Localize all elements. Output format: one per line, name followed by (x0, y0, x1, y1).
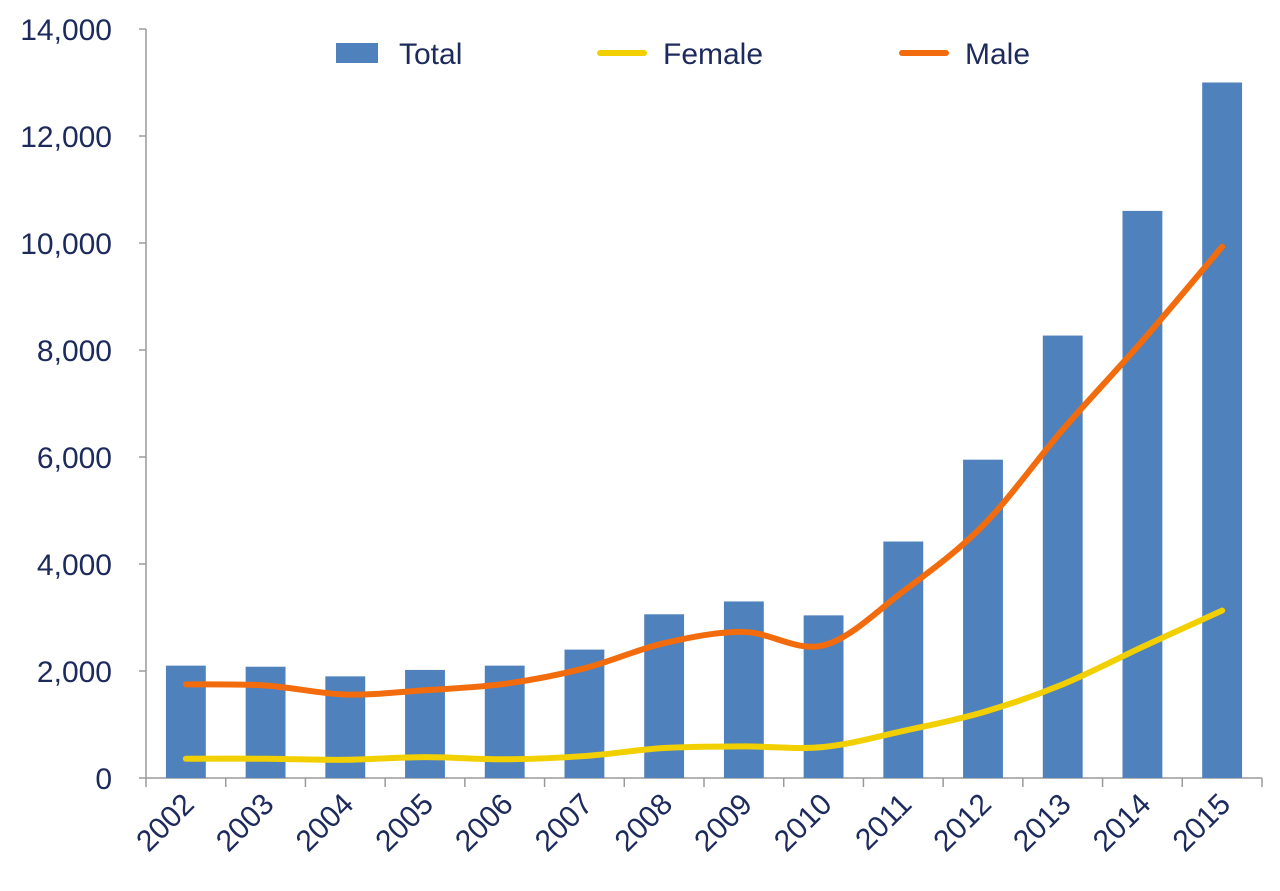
x-tick-label: 2004 (290, 788, 361, 859)
bar-total-2009 (723, 601, 764, 778)
y-tick-label: 4,000 (37, 549, 112, 582)
bar-total-2005 (405, 669, 445, 778)
x-tick-label: 2005 (369, 788, 440, 859)
legend-label-total: Total (399, 38, 462, 71)
x-tick-label: 2002 (130, 788, 201, 859)
y-tick-label: 2,000 (37, 656, 112, 689)
lines (182, 243, 1226, 763)
x-tick-label: 2010 (768, 788, 839, 859)
x-tick-label: 2015 (1167, 788, 1238, 859)
bar-total-2011 (883, 541, 924, 778)
x-tick-label: 2013 (1007, 788, 1078, 859)
legend-label-male: Male (965, 38, 1030, 71)
x-tick-label: 2007 (529, 788, 600, 859)
x-tick-label: 2008 (609, 788, 680, 859)
y-tick-label: 8,000 (37, 335, 112, 368)
x-tick-label: 2003 (210, 788, 281, 859)
y-tick-label: 14,000 (20, 14, 112, 47)
bar-total-2013 (1042, 335, 1083, 778)
x-tick-label: 2011 (849, 788, 918, 857)
bar-total-2015 (1202, 82, 1243, 778)
y-tick-label: 10,000 (20, 228, 112, 261)
x-tick-label: 2014 (1087, 788, 1158, 859)
y-tick-label: 0 (95, 763, 112, 796)
y-tick-label: 12,000 (20, 121, 112, 154)
bar-total-2014 (1122, 210, 1163, 778)
x-tick-label: 2012 (927, 788, 998, 859)
x-tick-label: 2009 (688, 788, 759, 859)
legend: Total Female Male (336, 38, 1030, 71)
legend-swatch-total (336, 43, 378, 63)
y-tick-label: 6,000 (37, 442, 112, 475)
x-tick-label: 2006 (449, 788, 520, 859)
legend-label-female: Female (663, 38, 763, 71)
